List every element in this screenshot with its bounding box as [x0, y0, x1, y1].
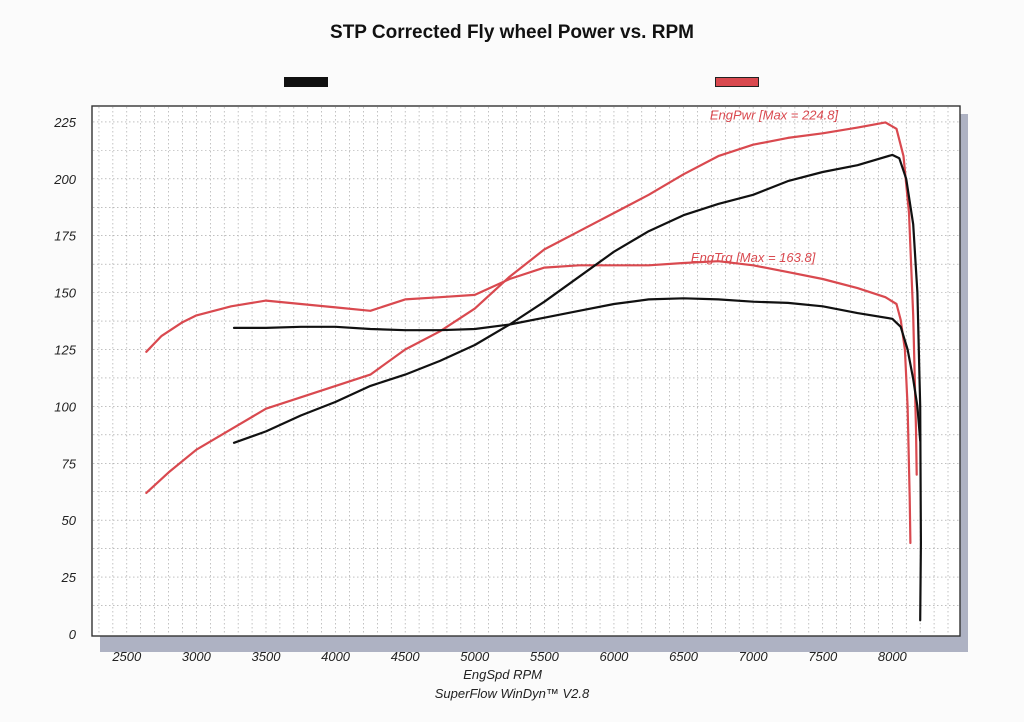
x-axis-label: EngSpd RPM: [463, 667, 542, 682]
y-tick-label: 50: [62, 513, 77, 528]
annotation-label: EngTrq [Max = 163.8]: [691, 250, 816, 265]
x-tick-label: 3000: [182, 649, 212, 664]
y-tick-label: 175: [54, 229, 76, 244]
x-tick-label: 5000: [460, 649, 490, 664]
x-tick-label: 4500: [391, 649, 421, 664]
y-tick-label: 150: [54, 286, 76, 301]
axes: 0 25 50 75 100 125 150 175 200 225 2500 3000 3500 400…: [53, 115, 907, 664]
y-tick-label: 225: [53, 115, 76, 130]
footer-credit: SuperFlow WinDyn™ V2.8: [434, 686, 590, 701]
y-tick-label: 75: [62, 456, 77, 471]
y-tick-label: 125: [54, 343, 76, 358]
legend-swatch-black: [284, 77, 328, 87]
x-tick-label: 6500: [669, 649, 699, 664]
x-tick-label: 7000: [739, 649, 769, 664]
x-tick-label: 4000: [321, 649, 351, 664]
annotation-label: EngPwr [Max = 224.8]: [710, 108, 839, 123]
series-line-black-3: [232, 297, 922, 442]
y-tick-label: 25: [61, 570, 77, 585]
x-tick-label: 5500: [530, 649, 560, 664]
y-tick-label: 100: [54, 399, 76, 414]
legend-swatch-red: [715, 77, 759, 87]
x-tick-label: 2500: [111, 649, 142, 664]
x-tick-label: 8000: [878, 649, 908, 664]
x-tick-label: 7500: [808, 649, 838, 664]
x-tick-label: 3500: [252, 649, 282, 664]
series-line-black-2: [232, 153, 922, 622]
y-tick-label: 0: [69, 627, 77, 642]
plot-area: [91, 105, 961, 637]
annotations: EngPwr [Max = 224.8] EngTrq [Max = 163.8]: [691, 108, 839, 265]
series-lines: [145, 121, 922, 622]
chart-title: STP Corrected Fly wheel Power vs. RPM: [330, 22, 694, 43]
y-tick-label: 200: [53, 172, 76, 187]
x-tick-label: 6000: [599, 649, 629, 664]
series-line-red-0: [145, 121, 918, 494]
